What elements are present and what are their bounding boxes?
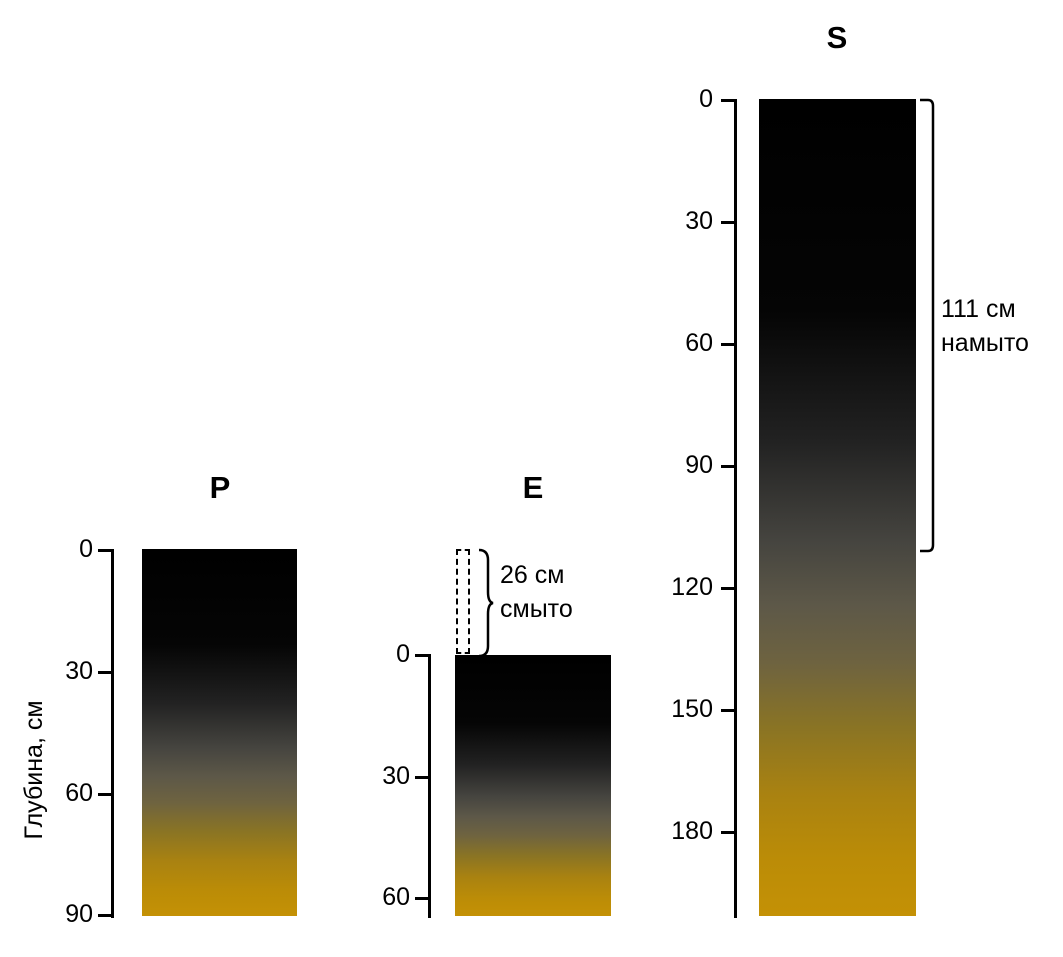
tick-label-s-90: 90 [685, 451, 713, 479]
axis-line-e [428, 654, 431, 918]
eroded-layer-dashed-box [456, 549, 470, 654]
tick-label-s-120: 120 [671, 573, 713, 601]
tick-label-e-0: 0 [396, 640, 410, 668]
tick-mark-p-60 [98, 793, 111, 796]
tick-label-e-30: 30 [382, 762, 410, 790]
axis-line-p [111, 549, 114, 918]
tick-label-p-60: 60 [65, 779, 93, 807]
tick-mark-p-0 [98, 549, 111, 552]
tick-mark-s-120 [721, 587, 734, 590]
tick-label-s-30: 30 [685, 207, 713, 235]
tick-label-p-0: 0 [79, 535, 93, 563]
deposited-annotation-line2: намыто [941, 329, 1029, 357]
tick-mark-s-60 [721, 343, 734, 346]
tick-label-e-60: 60 [382, 883, 410, 911]
tick-label-s-150: 150 [671, 695, 713, 723]
tick-mark-s-180 [721, 831, 734, 834]
tick-mark-s-150 [721, 709, 734, 712]
soil-column-p [142, 549, 297, 916]
tick-mark-e-0 [415, 654, 428, 657]
tick-mark-s-30 [721, 221, 734, 224]
tick-label-p-30: 30 [65, 657, 93, 685]
tick-mark-e-60 [415, 897, 428, 900]
column-title-e: E [522, 470, 544, 505]
soil-column-s [759, 99, 916, 916]
tick-label-p-90: 90 [65, 900, 93, 928]
tick-mark-p-90 [98, 914, 111, 917]
eroded-brace [478, 548, 494, 658]
eroded-annotation: 26 см смыто [500, 558, 573, 626]
column-title-p: P [209, 470, 231, 505]
tick-mark-e-30 [415, 776, 428, 779]
eroded-annotation-line2: смыто [500, 595, 573, 623]
tick-mark-s-0 [721, 99, 734, 102]
eroded-annotation-line1: 26 см [500, 561, 565, 589]
axis-line-s [734, 99, 737, 918]
tick-mark-p-30 [98, 671, 111, 674]
soil-column-e [455, 655, 611, 916]
tick-label-s-60: 60 [685, 329, 713, 357]
tick-mark-s-90 [721, 465, 734, 468]
y-axis-label: Глубина, см [20, 700, 48, 840]
deposited-annotation: 111 см намыто [941, 292, 1029, 360]
tick-label-s-0: 0 [699, 85, 713, 113]
tick-label-s-180: 180 [671, 817, 713, 845]
deposited-bracket [920, 98, 935, 553]
column-title-s: S [826, 20, 848, 55]
deposited-annotation-line1: 111 см [941, 295, 1016, 323]
